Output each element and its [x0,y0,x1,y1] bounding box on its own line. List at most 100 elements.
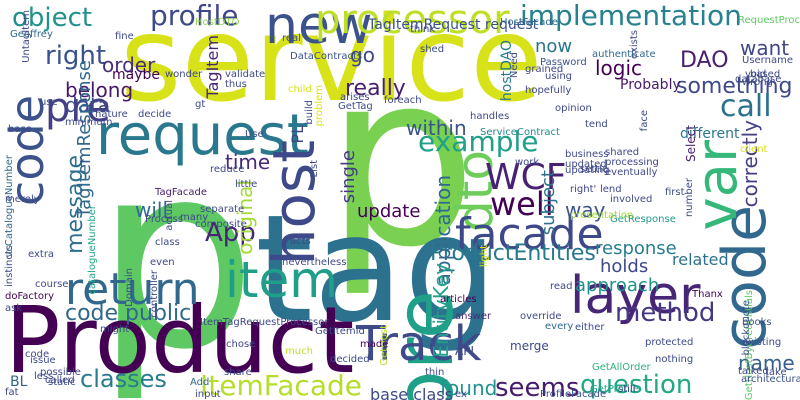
cloud-word: correctly [738,120,762,208]
cloud-word: articles [440,294,477,305]
cloud-word: single [338,150,359,204]
cloud-word: fine [115,31,134,42]
cloud-word: wonder [165,69,203,80]
cloud-word: updating [565,165,610,176]
cloud-word: take [765,367,787,378]
cloud-word: many [180,212,209,223]
cloud-word: return [65,264,200,315]
cloud-word: share [224,367,252,378]
cloud-word: wrong [742,77,773,88]
cloud-word: still [618,384,636,395]
cloud-word: update [357,201,421,222]
cloud-word: Select [684,125,698,163]
cloud-word: settle [580,164,609,175]
cloud-word: base [8,124,32,135]
cloud-word: opinion [555,103,592,114]
cloud-word: acts [290,236,311,247]
cloud-word: eventually [605,167,658,178]
cloud-word: talked [738,366,769,377]
cloud-word: base class [370,385,453,400]
cloud-word: ItemFacade [200,369,362,400]
cloud-word: found [440,376,498,400]
cloud-word: real [282,33,301,44]
cloud-word: problem [314,85,325,127]
cloud-word: Use [245,129,264,140]
cloud-word: GetTag [338,101,373,112]
cloud-word: Process [145,214,183,225]
cloud-word: right [45,41,107,71]
cloud-word: chose [226,339,256,350]
cloud-word: controller [149,270,160,318]
cloud-word: either [575,322,605,333]
cloud-word: maybe [112,67,161,83]
cloud-word: TagItemRequest request [368,17,539,33]
cloud-word: data [65,93,111,117]
cloud-word: Track [356,316,482,372]
cloud-word: profile [150,0,239,32]
cloud-word: service [120,0,543,128]
cloud-word: protected [645,337,694,348]
cloud-word: called [45,375,75,386]
cloud-word: DataContracts [290,51,363,62]
cloud-word: method [615,298,716,328]
cloud-word: decide [138,109,172,120]
cloud-word: minimum [65,117,113,128]
cloud-word: layer [570,266,701,326]
cloud-word: Add [190,377,210,388]
cloud-word: request [96,103,309,168]
cloud-word: merely [5,194,40,205]
cloud-word: answer [455,311,492,322]
cloud-word: want [740,36,790,60]
cloud-word: child [288,84,312,95]
cloud-word: Username [742,55,793,66]
cloud-word: face [639,110,650,132]
cloud-word: business [565,149,609,160]
cloud-word: little [235,179,258,190]
cloud-word: holds [600,256,649,277]
cloud-word: updated [565,159,607,170]
cloud-word: even [150,257,175,268]
cloud-word: shed [420,44,445,55]
cloud-word: related [672,250,729,269]
cloud-word: input [195,389,221,400]
cloud-word: object [12,3,93,33]
cloud-word: ProductEntities [430,241,596,266]
cloud-word: read [550,281,573,292]
cloud-word: existing [742,337,782,348]
cloud-word: possible [40,367,81,378]
cloud-word: tag [255,183,498,355]
cloud-word: Password [540,57,587,68]
cloud-word: will [135,198,169,222]
cloud-word: GetProfile [590,384,639,395]
cloud-word: use [40,97,58,108]
cloud-word: TagFacade [155,187,208,198]
cloud-word: logic [595,56,643,80]
cloud-word: ItemTagRequestProcessor [200,317,329,328]
cloud-word: authenticate [592,49,656,60]
cloud-word: based [750,69,781,80]
cloud-word: item [225,251,338,309]
cloud-word: approach [575,275,660,296]
cloud-word: HostDTO [195,17,240,28]
cloud-word: hopefully [525,85,572,96]
cloud-word: pre [45,85,111,131]
cloud-word: way [565,198,606,222]
cloud-word: p [95,109,257,400]
cloud-word: void [745,69,767,80]
cloud-word: processor [315,0,510,43]
cloud-word: List [309,160,320,178]
cloud-word: Need [509,52,520,79]
cloud-word: classes [80,365,167,393]
cloud-word: Thanx [692,289,723,300]
cloud-word: within [406,116,467,140]
cloud-word: Probably [620,77,681,93]
cloud-word: lend [600,184,622,195]
cloud-word: using [545,71,573,82]
cloud-word: vcCatalogueNumber [4,155,15,258]
cloud-word: response [595,238,677,259]
cloud-word: well [490,185,554,223]
cloud-word: WCF [485,157,567,198]
cloud-word: number [684,178,695,218]
cloud-word: architectural [741,374,800,385]
